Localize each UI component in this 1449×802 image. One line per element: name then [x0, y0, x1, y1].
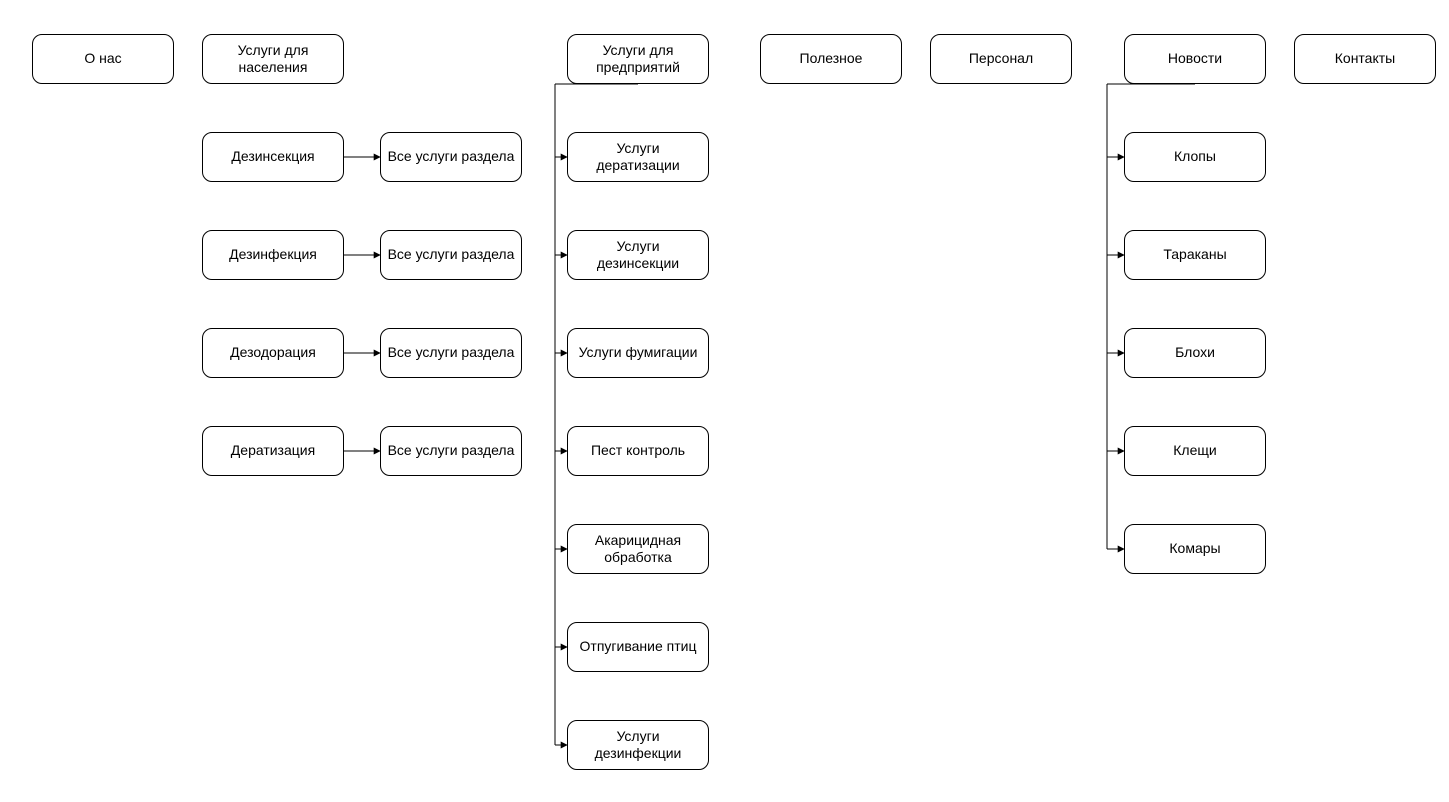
node-ent-akaricid: Акарицидная обработка: [567, 524, 709, 574]
node-pop-dezodoraciya: Дезодорация: [202, 328, 344, 378]
nav-staff: Персонал: [930, 34, 1072, 84]
node-news-klopy: Клопы: [1124, 132, 1266, 182]
node-pop-dezinfekciya-all: Все услуги раздела: [380, 230, 522, 280]
node-news-tarakany: Тараканы: [1124, 230, 1266, 280]
node-news-blohi: Блохи: [1124, 328, 1266, 378]
node-pop-dezinsekciya-all: Все услуги раздела: [380, 132, 522, 182]
node-news-komary: Комары: [1124, 524, 1266, 574]
node-ent-deratizaciya: Услуги дератизации: [567, 132, 709, 182]
nav-useful: Полезное: [760, 34, 902, 84]
nav-about: О нас: [32, 34, 174, 84]
sitemap-diagram: О нас Услуги для населения Услуги для пред…: [0, 0, 1449, 802]
nav-news: Новости: [1124, 34, 1266, 84]
node-pop-deratizaciya: Дератизация: [202, 426, 344, 476]
node-ent-dezinsekciya: Услуги дезинсекции: [567, 230, 709, 280]
node-pop-dezodoraciya-all: Все услуги раздела: [380, 328, 522, 378]
node-ent-dezinfekciya: Услуги дезинфекции: [567, 720, 709, 770]
node-pop-deratizaciya-all: Все услуги раздела: [380, 426, 522, 476]
node-news-kleshchi: Клещи: [1124, 426, 1266, 476]
node-ent-fumigaciya: Услуги фумигации: [567, 328, 709, 378]
nav-contacts: Контакты: [1294, 34, 1436, 84]
nav-services-ent: Услуги для предприятий: [567, 34, 709, 84]
node-ent-birds: Отпугивание птиц: [567, 622, 709, 672]
edges-layer: [0, 0, 1449, 802]
node-pop-dezinsekciya: Дезинсекция: [202, 132, 344, 182]
nav-services-pop: Услуги для населения: [202, 34, 344, 84]
node-pop-dezinfekciya: Дезинфекция: [202, 230, 344, 280]
node-ent-pest: Пест контроль: [567, 426, 709, 476]
